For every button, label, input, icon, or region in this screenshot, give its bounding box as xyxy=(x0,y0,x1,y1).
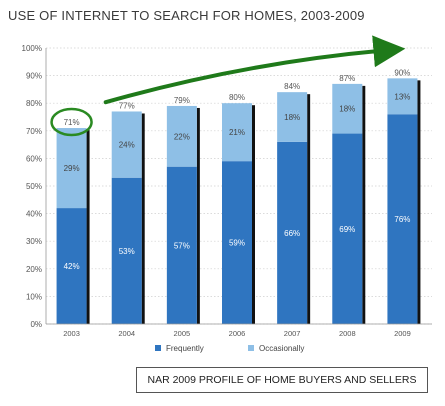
bar-occasionally xyxy=(332,83,363,134)
data-label-occasionally: 22% xyxy=(174,132,190,141)
data-labels: 42% 29% 71% 53% 24% 77% 57% 22% 79% 59% 21% 80% 66% 1… xyxy=(64,68,411,271)
bar-frequently xyxy=(332,133,363,324)
bar-frequently xyxy=(277,141,308,324)
y-tick-label: 50% xyxy=(26,182,42,191)
x-tick-label: 2007 xyxy=(284,329,301,338)
y-tick-label: 10% xyxy=(26,292,42,301)
y-axis: 0% 10% 20% 30% 40% 50% 60% 70% 80% 90% 100% xyxy=(22,44,47,329)
data-label-total: 77% xyxy=(119,101,135,110)
data-label-frequently: 69% xyxy=(339,225,355,234)
data-label-frequently: 53% xyxy=(119,247,135,256)
data-label-frequently: 59% xyxy=(229,239,245,248)
highlight-circle xyxy=(50,107,93,137)
data-label-occasionally: 18% xyxy=(339,105,355,114)
y-tick-label: 100% xyxy=(22,44,42,53)
source-note-box: NAR 2009 PROFILE OF HOME BUYERS AND SELL… xyxy=(136,367,428,393)
legend-swatch-occasionally xyxy=(248,345,254,351)
y-tick-label: 80% xyxy=(26,99,42,108)
legend-label-frequently: Frequently xyxy=(166,344,204,353)
data-label-frequently: 66% xyxy=(284,229,300,238)
bar-frequently xyxy=(166,166,197,324)
chart-title: USE OF INTERNET TO SEARCH FOR HOMES, 200… xyxy=(8,8,365,23)
data-label-frequently: 57% xyxy=(174,241,190,250)
data-label-total: 87% xyxy=(339,74,355,83)
y-tick-label: 20% xyxy=(26,265,42,274)
legend: Frequently Occasionally xyxy=(155,344,304,353)
data-label-frequently: 42% xyxy=(64,262,80,271)
bar-shadow xyxy=(307,94,311,324)
y-tick-label: 30% xyxy=(26,237,42,246)
bar-shadow xyxy=(86,130,90,324)
legend-swatch-frequently xyxy=(155,345,161,351)
data-label-occasionally: 24% xyxy=(119,141,135,150)
bar-occasionally xyxy=(166,105,197,167)
annotations xyxy=(50,35,406,137)
x-tick-label: 2004 xyxy=(118,329,135,338)
y-tick-label: 70% xyxy=(26,127,42,136)
bar-frequently xyxy=(222,161,252,324)
bars xyxy=(56,78,421,325)
bar-shadow xyxy=(417,80,421,324)
y-tick-label: 0% xyxy=(30,320,42,329)
bar-frequently xyxy=(387,114,418,325)
x-tick-label: 2008 xyxy=(339,329,356,338)
bar-occasionally xyxy=(222,103,252,162)
data-label-total: 71% xyxy=(64,118,80,127)
data-label-occasionally: 21% xyxy=(229,128,245,137)
x-tick-label: 2003 xyxy=(63,329,80,338)
bar-occasionally xyxy=(277,92,308,142)
legend-label-occasionally: Occasionally xyxy=(259,344,304,353)
data-label-occasionally: 29% xyxy=(64,164,80,173)
x-tick-label: 2006 xyxy=(229,329,246,338)
bar-occasionally xyxy=(387,78,418,115)
bar-occasionally xyxy=(56,128,87,209)
bar-shadow xyxy=(196,107,200,325)
bar-shadow xyxy=(141,113,145,324)
source-note-text: NAR 2009 PROFILE OF HOME BUYERS AND SELL… xyxy=(147,374,417,386)
x-tick-label: 2005 xyxy=(174,329,191,338)
trend-arrow xyxy=(103,35,406,105)
x-tick-label: 2009 xyxy=(394,329,411,338)
data-label-occasionally: 13% xyxy=(394,92,410,101)
data-label-total: 84% xyxy=(284,82,300,91)
bar-occasionally xyxy=(111,111,142,178)
data-label-total: 79% xyxy=(174,96,190,105)
y-tick-label: 60% xyxy=(26,154,42,163)
x-axis: 2003 2004 2005 2006 2007 2008 2009 xyxy=(46,323,432,338)
data-label-total: 90% xyxy=(394,68,410,77)
data-label-frequently: 76% xyxy=(394,215,410,224)
bar-frequently xyxy=(56,208,87,324)
bar-shadow xyxy=(362,85,366,324)
bar-frequently xyxy=(111,177,142,324)
y-tick-label: 90% xyxy=(26,72,42,81)
data-label-total: 80% xyxy=(229,93,245,102)
y-tick-label: 40% xyxy=(26,210,42,219)
data-label-occasionally: 18% xyxy=(284,113,300,122)
bar-shadow xyxy=(252,105,255,324)
